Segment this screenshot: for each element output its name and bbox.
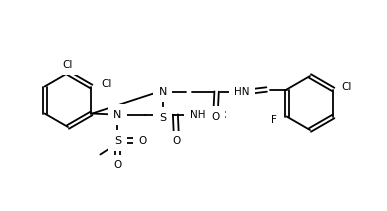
Text: Cl: Cl xyxy=(101,78,112,88)
Text: O: O xyxy=(172,137,180,146)
Text: Cl: Cl xyxy=(341,81,352,92)
Text: O: O xyxy=(113,161,122,170)
Text: S: S xyxy=(114,135,121,146)
Text: F: F xyxy=(271,115,277,124)
Text: N: N xyxy=(113,110,122,119)
Text: N: N xyxy=(158,87,167,96)
Text: NH: NH xyxy=(190,110,205,119)
Text: O: O xyxy=(138,135,147,146)
Text: Cl: Cl xyxy=(63,60,73,70)
Text: HN: HN xyxy=(234,87,249,96)
Text: O: O xyxy=(211,111,220,122)
Text: S: S xyxy=(159,112,166,123)
